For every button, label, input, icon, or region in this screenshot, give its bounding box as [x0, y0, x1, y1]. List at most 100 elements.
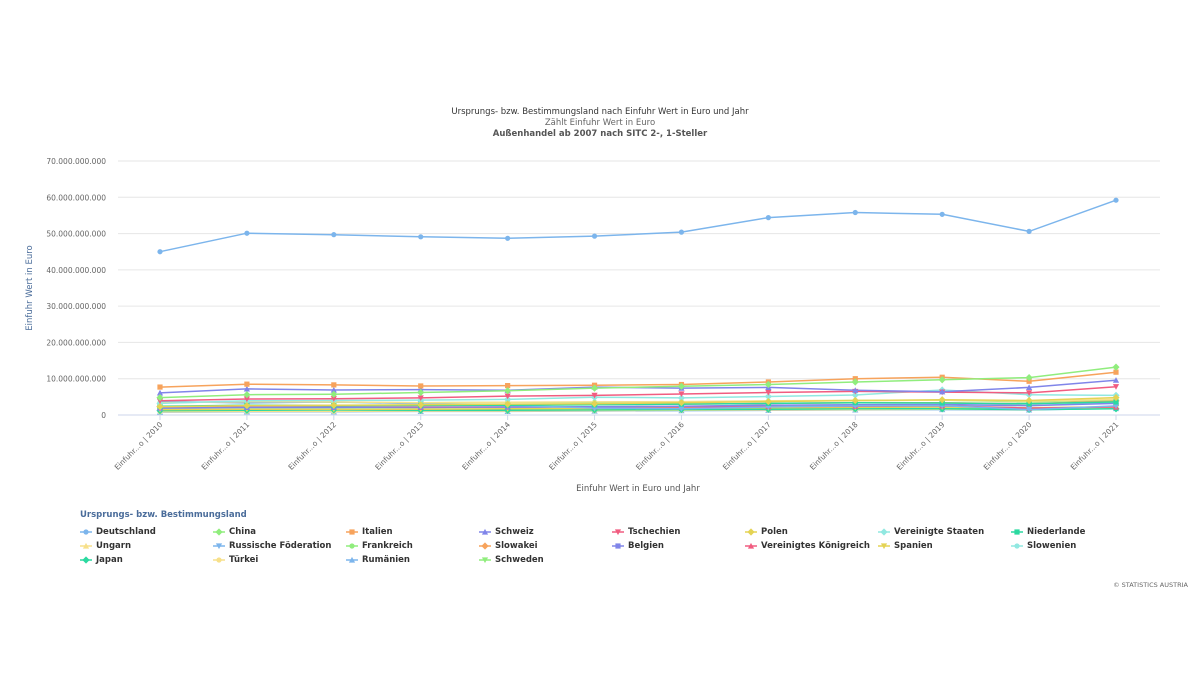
data-point[interactable]: [678, 229, 685, 235]
legend-label: Vereinigte Staaten: [894, 526, 985, 537]
data-point[interactable]: [1025, 384, 1033, 391]
data-point[interactable]: [1113, 369, 1119, 375]
data-point[interactable]: [852, 387, 859, 393]
data-point[interactable]: [243, 401, 251, 410]
data-point[interactable]: [1112, 363, 1120, 371]
legend-item[interactable]: Spanien: [878, 540, 1011, 551]
data-point[interactable]: [1025, 390, 1033, 396]
data-point[interactable]: [1026, 228, 1032, 235]
data-point[interactable]: [591, 233, 598, 239]
data-point[interactable]: [330, 390, 338, 398]
data-point[interactable]: [851, 378, 859, 386]
data-point[interactable]: [157, 384, 163, 390]
data-point[interactable]: [505, 235, 511, 241]
data-point[interactable]: [851, 396, 859, 405]
x-tick-label: Einfuhr...o | 2015: [547, 420, 599, 472]
data-point[interactable]: [504, 400, 512, 408]
data-point[interactable]: [157, 249, 163, 255]
legend-item[interactable]: Japan: [80, 554, 213, 565]
data-point[interactable]: [852, 209, 858, 216]
legend-item[interactable]: Schweden: [479, 554, 612, 565]
data-point[interactable]: [331, 382, 337, 388]
data-point[interactable]: [417, 388, 425, 397]
data-point[interactable]: [504, 395, 512, 403]
data-point[interactable]: [939, 211, 945, 217]
data-point[interactable]: [243, 385, 251, 392]
data-point[interactable]: [678, 406, 685, 412]
data-point[interactable]: [938, 396, 946, 404]
y-tick-label: 30.000.000.000: [46, 302, 106, 311]
data-point[interactable]: [243, 396, 251, 403]
y-axis-title: Einfuhr Wert in Euro: [25, 245, 35, 330]
data-point[interactable]: [938, 376, 946, 384]
legend-item[interactable]: Tschechien: [612, 526, 745, 537]
legend-item[interactable]: Ungarn: [80, 540, 213, 551]
data-point[interactable]: [244, 230, 250, 236]
data-point[interactable]: [417, 395, 424, 402]
data-point[interactable]: [418, 234, 424, 240]
data-point[interactable]: [1112, 384, 1120, 390]
legend-symbol-icon: [213, 527, 225, 536]
data-point[interactable]: [330, 401, 338, 409]
legend-label: Spanien: [894, 540, 933, 551]
legend-item[interactable]: Rumänien: [346, 554, 479, 565]
x-tick-label: Einfuhr...o | 2010: [113, 420, 165, 472]
data-point[interactable]: [156, 403, 164, 411]
legend-item[interactable]: Vereinigte Staaten: [878, 526, 1011, 537]
data-point[interactable]: [851, 391, 859, 399]
data-point[interactable]: [590, 400, 599, 408]
legend-item[interactable]: Frankreich: [346, 540, 479, 551]
legend-item[interactable]: Belgien: [612, 540, 745, 551]
data-point[interactable]: [1025, 396, 1033, 405]
y-tick-label: 60.000.000.000: [46, 193, 106, 202]
data-point[interactable]: [330, 396, 337, 402]
data-point[interactable]: [677, 382, 686, 390]
data-point[interactable]: [1112, 377, 1120, 383]
data-point[interactable]: [765, 215, 771, 221]
data-point[interactable]: [330, 386, 337, 393]
legend-item[interactable]: Slowakei: [479, 540, 612, 551]
legend-item[interactable]: Vereinigtes Königreich: [745, 540, 878, 551]
data-point[interactable]: [418, 383, 424, 389]
legend-item[interactable]: China: [213, 526, 346, 537]
data-point[interactable]: [590, 384, 599, 392]
data-point[interactable]: [764, 380, 772, 389]
data-point[interactable]: [765, 389, 772, 396]
chart-title: Ursprungs- bzw. Bestimmungsland nach Ein…: [451, 107, 749, 117]
data-point[interactable]: [331, 232, 337, 238]
series-deutschland: [157, 197, 1119, 255]
data-point[interactable]: [504, 393, 511, 400]
legend-item[interactable]: Niederlande: [1011, 526, 1144, 537]
data-point[interactable]: [764, 392, 772, 401]
legend-item[interactable]: Russische Föderation: [213, 540, 346, 551]
data-point[interactable]: [243, 391, 251, 399]
legend-symbol-icon: [745, 542, 757, 549]
data-point[interactable]: [417, 401, 425, 409]
data-point[interactable]: [939, 388, 946, 395]
data-point[interactable]: [677, 394, 686, 402]
legend-symbol-icon: [346, 542, 358, 549]
data-point[interactable]: [591, 392, 598, 399]
data-point[interactable]: [1113, 399, 1119, 405]
data-point[interactable]: [677, 399, 686, 407]
legend-item[interactable]: Italien: [346, 526, 479, 537]
data-point[interactable]: [1025, 406, 1033, 413]
data-point[interactable]: [505, 383, 511, 389]
data-point[interactable]: [764, 397, 772, 406]
data-point[interactable]: [1112, 393, 1120, 402]
data-point[interactable]: [156, 393, 164, 402]
legend-item[interactable]: Schweiz: [479, 526, 612, 537]
legend-item[interactable]: Deutschland: [80, 526, 213, 537]
legend-item[interactable]: Türkei: [213, 554, 346, 565]
data-point[interactable]: [504, 387, 512, 395]
data-point[interactable]: [1026, 378, 1032, 384]
data-point[interactable]: [1112, 403, 1120, 410]
data-point[interactable]: [244, 381, 250, 387]
legend-item[interactable]: Polen: [745, 526, 878, 537]
data-point[interactable]: [156, 389, 164, 396]
data-point[interactable]: [678, 391, 685, 398]
data-point[interactable]: [1025, 374, 1033, 382]
legend-item[interactable]: Slowenien: [1011, 540, 1144, 551]
data-point[interactable]: [1113, 197, 1119, 203]
legend-symbol-icon: [80, 555, 92, 564]
